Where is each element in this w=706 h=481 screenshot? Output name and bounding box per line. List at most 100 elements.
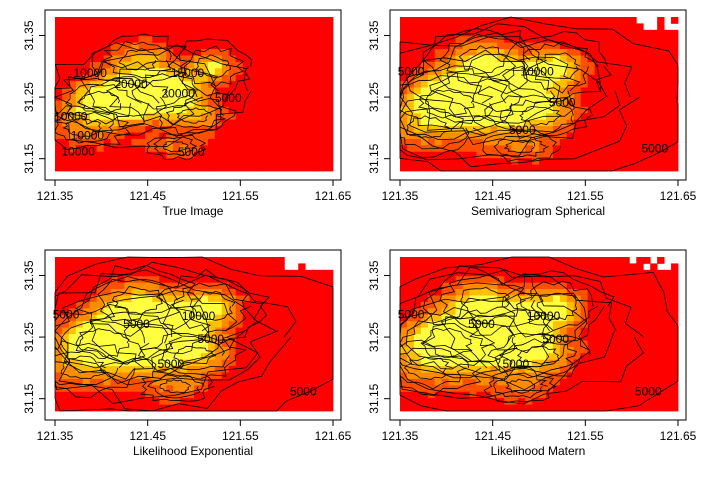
heatmap-cell (448, 126, 456, 133)
heatmap-cell (545, 295, 554, 303)
heatmap-cell (400, 263, 408, 271)
heatmap-cell (559, 29, 568, 37)
heatmap-cell (159, 36, 167, 44)
heatmap-cell (643, 61, 651, 69)
heatmap-cell (587, 74, 595, 82)
heatmap-cell (96, 100, 105, 108)
heatmap-cell (413, 295, 422, 303)
heatmap-cell (270, 308, 278, 316)
heatmap-cell (138, 314, 146, 322)
heatmap-cell (608, 151, 616, 159)
heatmap-cell (68, 282, 77, 290)
heatmap-cell (110, 145, 118, 153)
heatmap-cell (207, 61, 216, 69)
heatmap-cell (173, 334, 181, 341)
heatmap-cell (413, 282, 422, 290)
heatmap-cell (504, 404, 512, 412)
heatmap-raster (400, 257, 679, 412)
heatmap-cell (270, 346, 278, 354)
heatmap-cell (75, 263, 84, 271)
heatmap-cell (406, 321, 415, 328)
heatmap-cell (469, 74, 477, 82)
y-tick-label: 31.25 (367, 82, 381, 112)
heatmap-cell (566, 138, 575, 146)
heatmap-cell (504, 398, 512, 405)
heatmap-cell (117, 276, 125, 284)
heatmap-cell (525, 340, 533, 348)
heatmap-cell (483, 100, 491, 108)
heatmap-cell (124, 321, 132, 328)
contour-line (75, 328, 130, 360)
heatmap-cell (173, 366, 181, 373)
heatmap-cell (622, 289, 630, 296)
heatmap-cell (55, 132, 63, 140)
contour-line (520, 280, 598, 331)
heatmap-cell (55, 340, 63, 348)
heatmap-cell (214, 74, 223, 82)
heatmap-cell (664, 282, 672, 290)
heatmap-cell (319, 359, 327, 367)
heatmap-cell (326, 106, 334, 114)
heatmap-cell (601, 36, 609, 44)
heatmap-cell (277, 145, 285, 153)
heatmap-cell (194, 164, 202, 172)
heatmap-cell (131, 132, 139, 140)
heatmap-cell (580, 321, 589, 328)
heatmap-cell (636, 263, 644, 271)
heatmap-cell (305, 295, 313, 303)
x-tick-label: 121.65 (315, 429, 352, 443)
heatmap-cell (643, 106, 651, 114)
heatmap-cell (539, 263, 547, 271)
heatmap-cell (504, 391, 512, 399)
heatmap-cell (277, 113, 285, 121)
heatmap-cell (159, 145, 167, 153)
heatmap-cell (434, 353, 443, 361)
heatmap-cell (284, 74, 292, 82)
heatmap-cell (312, 314, 320, 322)
heatmap-cell (152, 158, 160, 165)
heatmap-cell (608, 366, 616, 373)
heatmap-cell (664, 340, 672, 348)
heatmap-cell (441, 398, 450, 405)
heatmap-cell (298, 74, 306, 82)
heatmap-cell (469, 119, 477, 127)
heatmap-cell (96, 49, 105, 56)
heatmap-cell (594, 276, 602, 284)
heatmap-cell (483, 378, 491, 386)
heatmap-cell (545, 126, 554, 133)
heatmap-cell (643, 327, 651, 335)
heatmap-cell (511, 23, 519, 31)
heatmap-cell (152, 308, 160, 316)
heatmap-cell (615, 158, 623, 165)
heatmap-cell (448, 327, 456, 335)
heatmap-cell (413, 158, 422, 165)
heatmap-cell (427, 308, 436, 316)
heatmap-cell (166, 327, 174, 335)
heatmap-cell (291, 164, 299, 172)
heatmap-cell (671, 113, 679, 121)
heatmap-cell (235, 404, 244, 412)
heatmap-cell (434, 257, 443, 264)
heatmap-cell (629, 81, 637, 88)
heatmap-cell (75, 334, 84, 341)
heatmap-cell (657, 327, 665, 335)
heatmap-cell (305, 132, 313, 140)
heatmap-cell (82, 158, 91, 165)
heatmap-cell (413, 257, 422, 264)
heatmap-cell (291, 17, 299, 24)
heatmap-cell (312, 378, 320, 386)
heatmap-cell (214, 132, 223, 140)
x-tick-label: 121.35 (382, 189, 419, 203)
heatmap-cell (400, 308, 408, 316)
contour-lines (54, 256, 334, 412)
heatmap-cell (497, 378, 505, 386)
heatmap-cell (511, 301, 519, 309)
heatmap-cell (61, 295, 70, 303)
heatmap-cell (277, 138, 285, 146)
heatmap-cell (194, 346, 202, 354)
heatmap-cell (277, 106, 285, 114)
heatmap-cell (643, 164, 651, 172)
heatmap-cell (82, 372, 91, 380)
heatmap-cell (657, 132, 665, 140)
heatmap-cell (61, 378, 70, 386)
